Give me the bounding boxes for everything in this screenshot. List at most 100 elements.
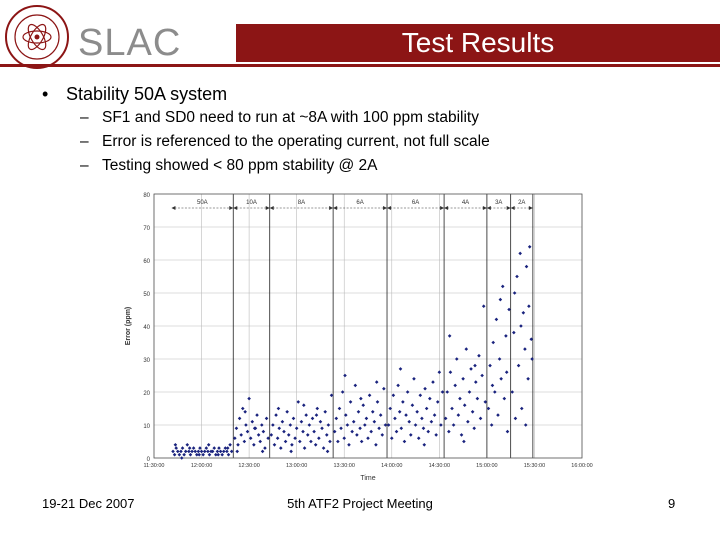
x-tick-label: 14:30:00 [429,463,450,469]
data-point [225,449,229,454]
data-point [318,419,323,424]
data-point [332,429,337,434]
data-point [530,357,534,361]
segment-label: 50A [197,200,208,206]
data-point [190,449,194,454]
data-point [263,446,267,450]
data-point [507,307,511,312]
data-point [294,426,299,431]
data-point [175,449,180,454]
data-point [315,406,320,411]
data-point [280,419,285,424]
y-tick-label: 70 [143,226,150,232]
y-tick-label: 30 [143,358,150,364]
data-point [388,406,392,411]
axes [153,193,583,459]
data-point [407,419,412,424]
data-point [497,357,502,361]
data-point [429,419,434,424]
segment-arrowhead [486,206,491,210]
data-point [421,426,426,431]
data-point [467,390,472,394]
data-point [396,383,400,388]
data-point [264,416,269,421]
data-point [359,396,363,401]
data-point [370,410,375,414]
data-point [229,449,234,454]
data-point [328,439,332,444]
segment-label: 10A [246,200,257,206]
data-point [221,449,226,454]
data-point [398,367,403,371]
data-point [461,377,465,381]
segment-arrowhead [482,206,487,210]
data-point [478,416,483,421]
data-point [516,363,521,368]
data-point [279,446,283,450]
data-point [466,419,470,424]
data-point [410,403,415,407]
x-tick-label: 13:00:00 [286,463,307,469]
data-point [469,367,473,371]
error-scatter-chart: 50A 10A 8A 6A 6A 4A 3A 2A 0 10 20 30 40 50 60 70 80 11:3… [125,193,593,482]
data-point [518,251,522,256]
x-tick-label: 16:00:00 [571,463,592,469]
data-point [369,429,373,434]
data-point [288,423,293,427]
data-point [258,439,263,444]
data-point [351,419,356,424]
data-point [323,410,327,414]
data-point [174,446,178,450]
data-point [356,410,361,414]
data-point [212,446,217,450]
dash-marker: – [80,157,89,174]
data-point [243,410,247,414]
data-point [340,390,345,394]
data-point [361,403,366,407]
data-point [394,429,399,434]
data-point [310,416,315,421]
data-point [171,449,175,454]
segment-arrowhead [387,206,392,210]
data-point [454,357,459,361]
data-point [378,413,383,417]
data-point [420,416,424,421]
sub-bullet: – SF1 and SD0 need to run at ~8A with 100… [80,109,479,127]
data-point [255,413,259,417]
data-point [329,393,334,398]
page-number: 9 [668,496,676,511]
data-point [172,452,177,457]
data-point [491,340,496,345]
data-point [401,400,405,404]
data-point [366,436,370,440]
data-point [342,436,347,440]
data-point [527,304,531,308]
segment-arrowhead [528,206,533,210]
data-point [374,443,378,447]
data-point [285,410,289,414]
segment-label: 4A [462,200,469,206]
data-point [416,436,421,440]
data-point [383,423,388,427]
data-point [364,416,369,421]
data-point [424,406,429,411]
data-point [207,452,212,457]
data-point [486,406,491,411]
data-point [529,337,534,341]
data-point [393,416,397,421]
data-point [187,449,191,454]
data-point [502,396,507,401]
data-point [286,433,291,437]
x-tick-label: 15:30:00 [524,463,545,469]
data-point [289,449,293,454]
data-point [206,449,210,454]
data-point [456,413,461,417]
data-point [404,413,408,417]
data-point [431,380,435,384]
plot-frame [153,193,583,459]
data-point [266,436,270,440]
segment-arrowhead [229,206,234,210]
data-point [496,413,500,417]
y-tick-label: 10 [143,424,150,430]
data-point [418,393,423,398]
